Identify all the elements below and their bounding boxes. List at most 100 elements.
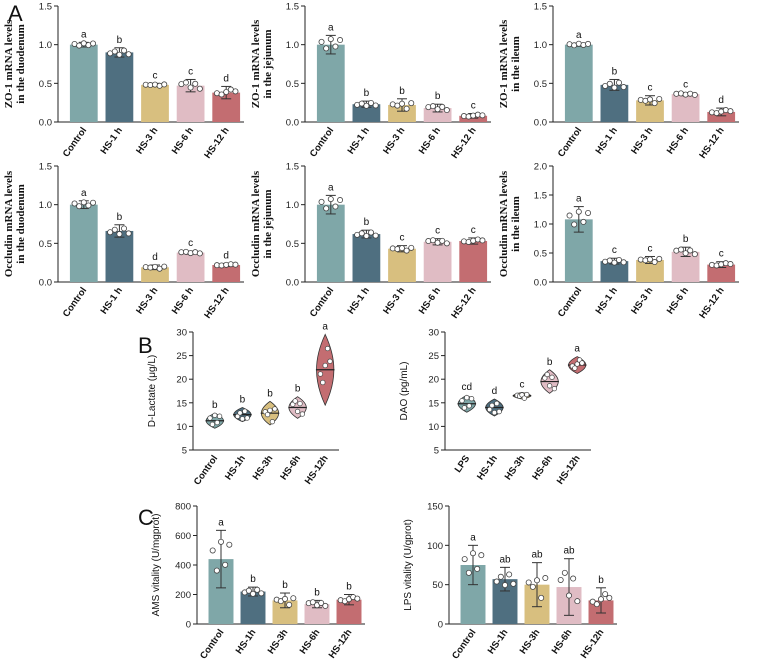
y-tick-label: 25 <box>428 351 439 362</box>
bar-control <box>316 204 345 282</box>
x-tick-label: HS-12 h <box>697 285 726 320</box>
y-tick-label: 150 <box>427 502 443 513</box>
y-axis-label: in the jejunum <box>262 189 274 258</box>
data-point <box>574 598 581 605</box>
x-tick-label: Control <box>61 125 89 159</box>
significance-letter: a <box>328 182 334 193</box>
y-tick-label: 0.5 <box>534 79 547 90</box>
x-tick-label: Control <box>308 125 336 159</box>
significance-letter: d <box>718 95 724 106</box>
x-tick-label: HS-6 h <box>417 125 443 156</box>
bar-hs-1h <box>600 261 629 282</box>
chart-c1: 0 200 400 600 800 AMS vitality (U/mgprot) a Con… <box>151 502 365 659</box>
bar-hs-3h <box>636 259 664 282</box>
x-tick-label: HS-12h <box>555 453 583 486</box>
y-tick-label: 25 <box>176 351 187 362</box>
data-point <box>245 587 252 594</box>
data-point <box>557 576 564 583</box>
data-point <box>249 590 256 597</box>
x-tick-label: HS-1h <box>486 627 511 656</box>
data-point <box>317 371 324 377</box>
data-point <box>691 91 698 98</box>
significance-letter: b <box>598 575 604 586</box>
data-point <box>408 244 415 251</box>
data-point <box>691 251 698 258</box>
significance-letter: b <box>282 580 288 591</box>
y-axis-label: DAO (pg/mL) <box>399 362 410 421</box>
data-point <box>196 250 203 257</box>
chart-c2: 0 50 100 150 LPS vitality (U/gprot) a Control a… <box>403 502 617 659</box>
significance-letter: a <box>81 29 87 40</box>
x-tick-label: HS-6 h <box>665 285 691 316</box>
data-point <box>580 218 587 225</box>
data-point <box>525 579 532 586</box>
y-axis-label: in the duodenum <box>15 24 27 103</box>
x-tick-label: HS-3 h <box>381 285 407 316</box>
data-point <box>534 577 541 584</box>
panel-label-a: A <box>8 1 23 26</box>
data-point <box>398 100 405 107</box>
data-point <box>192 80 199 87</box>
data-point <box>217 538 224 545</box>
x-tick-label: Control <box>556 125 584 159</box>
y-tick-label: 1.0 <box>534 220 547 231</box>
y-tick-label: 20 <box>428 375 439 386</box>
data-point <box>292 398 298 404</box>
data-point <box>187 84 194 91</box>
data-point <box>461 556 468 563</box>
data-point <box>269 419 276 425</box>
data-point <box>727 261 734 268</box>
y-tick-label: 15 <box>176 398 187 409</box>
significance-letter: b <box>267 388 273 399</box>
y-tick-label: 20 <box>176 375 187 386</box>
data-point <box>429 237 436 244</box>
bar-control <box>564 44 593 122</box>
bar-control <box>316 44 345 122</box>
y-tick-label: 0.0 <box>286 118 299 129</box>
data-point <box>111 48 118 55</box>
significance-letter: b <box>346 582 352 593</box>
data-point <box>687 247 694 254</box>
data-point <box>647 256 654 263</box>
significance-letter: b <box>240 395 246 406</box>
data-point <box>529 583 536 590</box>
significance-letter: d <box>492 386 498 397</box>
data-point <box>223 88 230 95</box>
bar-control <box>69 204 98 282</box>
data-point <box>542 575 549 582</box>
bar-hs-12h <box>459 115 488 122</box>
data-point <box>574 361 580 367</box>
y-tick-label: 0.5 <box>286 79 299 90</box>
y-tick-label: 0.5 <box>534 249 547 260</box>
data-point <box>368 229 375 236</box>
y-tick-label: 600 <box>175 531 191 542</box>
y-tick-label: 1.0 <box>286 40 299 51</box>
y-axis-label: LPS vitality (U/gprot) <box>403 519 414 611</box>
y-tick-label: 0 <box>438 620 443 631</box>
data-point <box>561 569 568 576</box>
bar-hs-6h <box>176 252 205 282</box>
x-tick-label: HS-12 h <box>449 285 478 320</box>
x-tick-label: HS-3h <box>251 453 276 482</box>
bar-hs-1h <box>352 234 381 282</box>
data-point <box>264 411 271 418</box>
data-point <box>479 112 486 119</box>
data-point <box>606 594 613 601</box>
data-point <box>161 81 168 88</box>
chart-a4: 0.0 0.5 1.0 1.5 Occludin mRNA levels in the d… <box>3 162 244 321</box>
y-tick-label: 1.5 <box>534 2 547 13</box>
significance-letter: d <box>223 250 229 261</box>
significance-letter: b <box>612 66 618 77</box>
bar-hs-6h <box>423 241 452 282</box>
data-point <box>121 47 128 54</box>
y-tick-label: 0.0 <box>286 278 299 289</box>
x-tick-label: HS-6 h <box>170 285 196 316</box>
x-tick-label: LPS <box>453 453 473 474</box>
data-point <box>493 578 500 585</box>
data-point <box>323 45 330 52</box>
data-point <box>461 405 468 411</box>
data-point <box>324 345 331 352</box>
x-tick-label: HS-1h <box>475 453 500 482</box>
data-point <box>322 602 329 609</box>
